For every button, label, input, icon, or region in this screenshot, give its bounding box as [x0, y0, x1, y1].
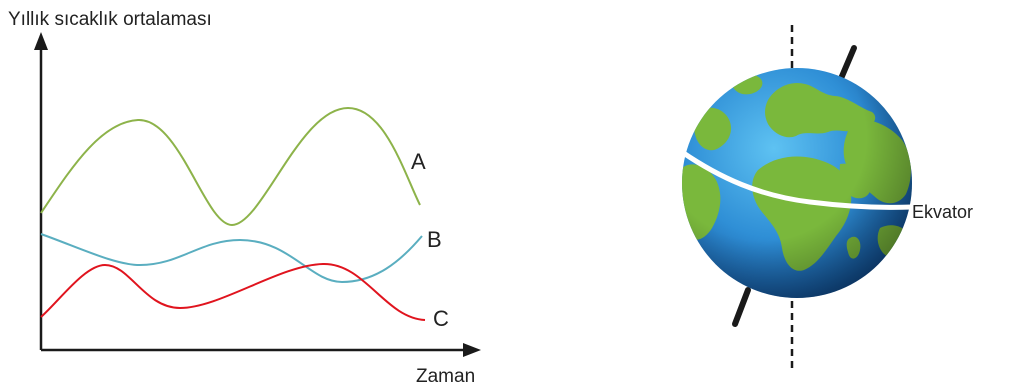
curve-a: [40, 106, 421, 227]
curve-b: [40, 233, 423, 284]
equator-line: [679, 149, 915, 210]
equator-label: Ekvator: [912, 202, 973, 222]
rotation-axis-bottom: [732, 287, 751, 327]
globe-illustration: Ekvator: [679, 25, 973, 370]
y-axis-label: Yıllık sıcaklık ortalaması: [8, 9, 212, 30]
temperature-graph: Yıllık sıcaklık ortalaması Zaman A B C: [8, 9, 481, 385]
curve-a-label: A: [411, 149, 426, 174]
x-axis-arrow: [463, 343, 481, 357]
curve-b-label: B: [427, 227, 442, 252]
curve-c: [40, 262, 426, 321]
x-axis-label: Zaman: [416, 366, 475, 385]
globe-shading: [682, 68, 912, 298]
y-axis-arrow: [34, 32, 48, 50]
curve-c-label: C: [433, 306, 449, 331]
